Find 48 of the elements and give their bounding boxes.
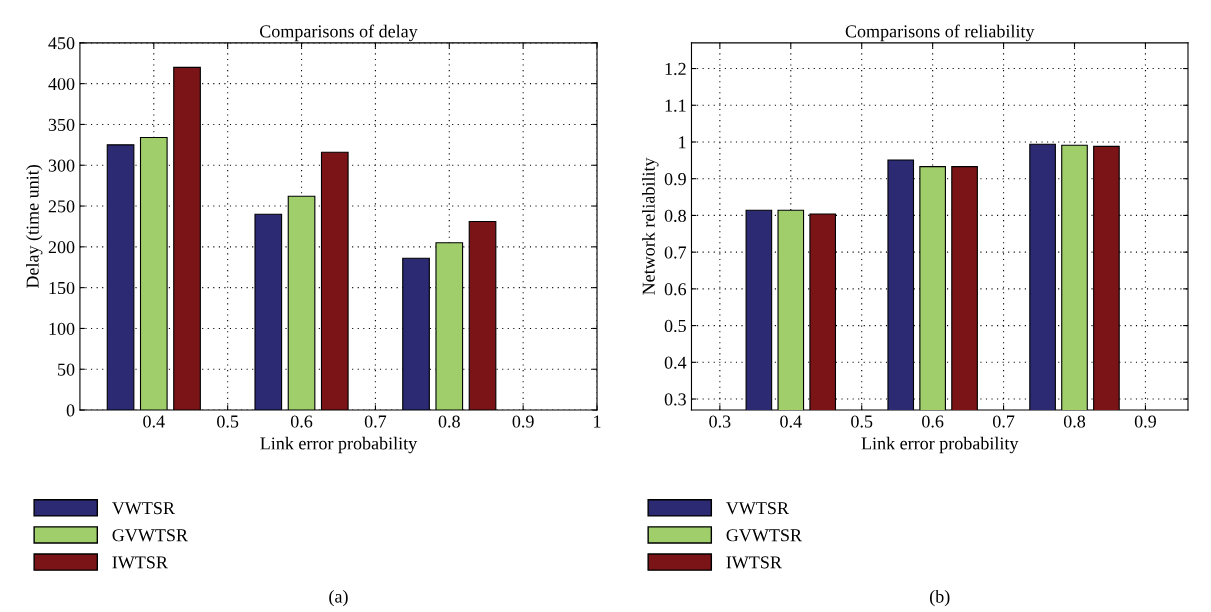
text: (a) xyxy=(329,589,348,607)
x-tick-label: 0.7 xyxy=(364,415,387,428)
y-tick-label: 1.2 xyxy=(665,62,686,76)
legend-label: VWTSR xyxy=(111,502,175,515)
x-axis-title: Link error probability xyxy=(861,436,1019,454)
chart-title: Comparisons of reliability xyxy=(845,24,1035,42)
x-axis-title: Link error probability xyxy=(260,436,418,454)
y-tick-label: 450 xyxy=(48,37,75,50)
y-tick-label: 300 xyxy=(48,159,75,172)
legend-label: VWTSR xyxy=(725,502,789,515)
y-tick-label: 0.6 xyxy=(664,283,687,296)
y-tick-label: 50 xyxy=(58,363,75,376)
y-tick-label: 1 xyxy=(679,136,686,149)
x-tick-label: 0.8 xyxy=(438,415,460,428)
legend-label: IWTSR xyxy=(112,556,168,569)
y-tick-label: 1.1 xyxy=(665,99,686,112)
text: (b) xyxy=(930,589,950,607)
x-tick-label: 0.8 xyxy=(1063,415,1086,428)
y-tick-label: 400 xyxy=(48,77,75,91)
legend-label: GVWTSR xyxy=(112,529,188,542)
y-tick-label: 0.9 xyxy=(664,172,686,186)
x-tick-label: 0.9 xyxy=(1134,415,1156,428)
x-tick-label: 1 xyxy=(594,415,601,428)
y-tick-label: 150 xyxy=(49,281,75,295)
x-tick-label: 0.5 xyxy=(851,415,873,428)
y-tick-label: 0.3 xyxy=(664,393,686,406)
y-axis-title: Delay (time unit) xyxy=(26,165,43,289)
x-tick-label: 0.4 xyxy=(143,415,165,428)
x-tick-label: 0.5 xyxy=(217,415,239,428)
y-tick-label: 350 xyxy=(48,118,75,131)
legend-label: IWTSR xyxy=(726,556,782,569)
y-tick-label: 0.4 xyxy=(664,356,687,369)
x-tick-label: 0.7 xyxy=(992,415,1015,428)
x-tick-label: 0.9 xyxy=(512,415,534,428)
y-tick-label: 0.7 xyxy=(664,246,687,259)
x-tick-label: 0.3 xyxy=(709,415,731,428)
legend-label: GVWTSR xyxy=(726,529,802,542)
y-tick-label: 100 xyxy=(49,322,75,335)
y-axis-title: Network reliability xyxy=(642,157,659,295)
x-tick-label: 0.6 xyxy=(922,415,944,428)
x-tick-label: 0.4 xyxy=(780,415,802,428)
chart-title: Comparisons of delay xyxy=(259,24,418,42)
y-tick-label: 0 xyxy=(66,404,75,417)
y-tick-label: 200 xyxy=(48,241,75,254)
x-tick-label: 0.6 xyxy=(290,415,313,428)
y-tick-label: 0.5 xyxy=(664,319,686,333)
y-tick-label: 0.8 xyxy=(664,209,686,222)
y-tick-label: 250 xyxy=(48,200,75,213)
